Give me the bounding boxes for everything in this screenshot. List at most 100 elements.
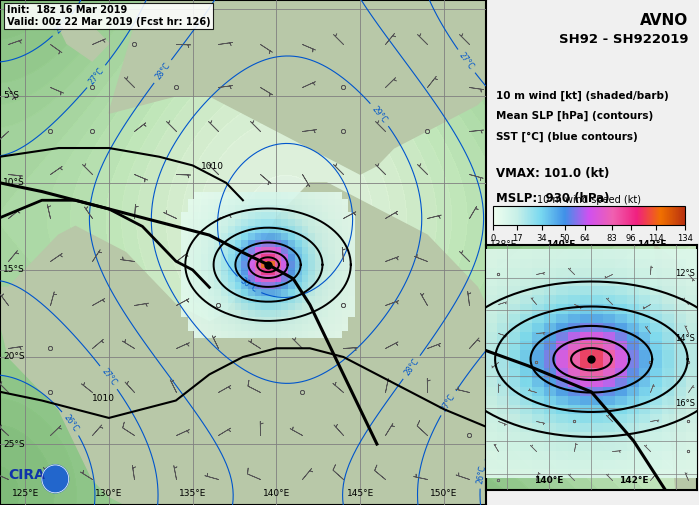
Bar xyxy=(603,295,615,305)
Bar xyxy=(187,324,194,331)
Bar xyxy=(639,387,651,396)
Bar xyxy=(201,198,208,206)
Bar xyxy=(591,450,603,460)
Bar xyxy=(208,275,215,282)
Bar xyxy=(568,350,579,359)
Bar xyxy=(235,317,241,324)
Bar xyxy=(194,206,201,213)
Bar xyxy=(288,240,295,247)
Bar xyxy=(248,254,254,261)
Bar xyxy=(322,247,329,254)
Bar xyxy=(315,331,322,338)
Bar xyxy=(268,240,275,247)
Text: 12°S: 12°S xyxy=(675,269,695,278)
Bar xyxy=(315,324,322,331)
Bar xyxy=(275,282,282,289)
Bar xyxy=(329,303,335,310)
Bar xyxy=(603,469,615,478)
Bar xyxy=(235,296,241,303)
Bar xyxy=(662,423,674,432)
Bar xyxy=(485,368,497,378)
Bar xyxy=(556,368,568,378)
Bar xyxy=(308,254,315,261)
Bar xyxy=(308,233,315,240)
Bar xyxy=(639,286,651,295)
Bar xyxy=(181,247,187,254)
Bar xyxy=(509,460,521,469)
Bar xyxy=(348,226,355,233)
Bar xyxy=(485,414,497,423)
Bar xyxy=(603,450,615,460)
Bar xyxy=(282,247,288,254)
Bar xyxy=(556,414,568,423)
Bar xyxy=(686,359,698,368)
Bar xyxy=(686,259,698,268)
Bar xyxy=(335,324,342,331)
Bar xyxy=(674,314,686,323)
Bar xyxy=(485,341,497,350)
Bar xyxy=(315,289,322,296)
Bar xyxy=(662,414,674,423)
Bar xyxy=(544,286,556,295)
Bar xyxy=(651,396,662,405)
Bar xyxy=(315,240,322,247)
Bar xyxy=(627,323,639,332)
Bar xyxy=(544,378,556,387)
Bar xyxy=(308,331,315,338)
Text: 0°: 0° xyxy=(3,4,13,13)
Bar xyxy=(228,324,235,331)
Text: 10 m wind [kt] (shaded/barb): 10 m wind [kt] (shaded/barb) xyxy=(496,91,669,101)
Bar xyxy=(268,275,275,282)
Bar xyxy=(208,206,215,213)
Bar xyxy=(615,277,627,286)
Bar xyxy=(322,254,329,261)
Bar xyxy=(544,350,556,359)
Bar xyxy=(194,289,201,296)
Bar xyxy=(301,268,308,275)
Bar xyxy=(181,254,187,261)
Bar xyxy=(485,469,497,478)
Bar xyxy=(579,423,591,432)
Bar xyxy=(282,219,288,226)
Bar xyxy=(194,296,201,303)
Polygon shape xyxy=(109,0,486,174)
Bar xyxy=(342,226,348,233)
Bar xyxy=(235,310,241,317)
Bar xyxy=(651,414,662,423)
Bar xyxy=(181,303,187,310)
Bar xyxy=(295,233,301,240)
Bar xyxy=(603,432,615,441)
Bar xyxy=(241,282,248,289)
Bar xyxy=(248,261,254,268)
Bar xyxy=(603,359,615,368)
Bar xyxy=(315,219,322,226)
Bar xyxy=(509,332,521,341)
Bar xyxy=(497,441,509,450)
Bar xyxy=(261,310,268,317)
Bar xyxy=(221,226,228,233)
Bar xyxy=(308,226,315,233)
Bar xyxy=(235,213,241,219)
Bar xyxy=(627,277,639,286)
Bar xyxy=(187,213,194,219)
Bar xyxy=(315,268,322,275)
Bar xyxy=(497,305,509,314)
Bar xyxy=(254,261,261,268)
Bar xyxy=(556,423,568,432)
Bar xyxy=(342,240,348,247)
Bar xyxy=(275,191,282,198)
Bar xyxy=(509,405,521,414)
Bar xyxy=(627,396,639,405)
Bar xyxy=(639,305,651,314)
Bar xyxy=(662,295,674,305)
Bar xyxy=(348,296,355,303)
Bar xyxy=(181,219,187,226)
Bar xyxy=(201,303,208,310)
Circle shape xyxy=(42,465,69,493)
Bar xyxy=(288,219,295,226)
Bar xyxy=(221,317,228,324)
Bar xyxy=(627,460,639,469)
Bar xyxy=(308,191,315,198)
Bar xyxy=(509,387,521,396)
Text: VMAX: 101.0 (kt): VMAX: 101.0 (kt) xyxy=(496,167,610,180)
